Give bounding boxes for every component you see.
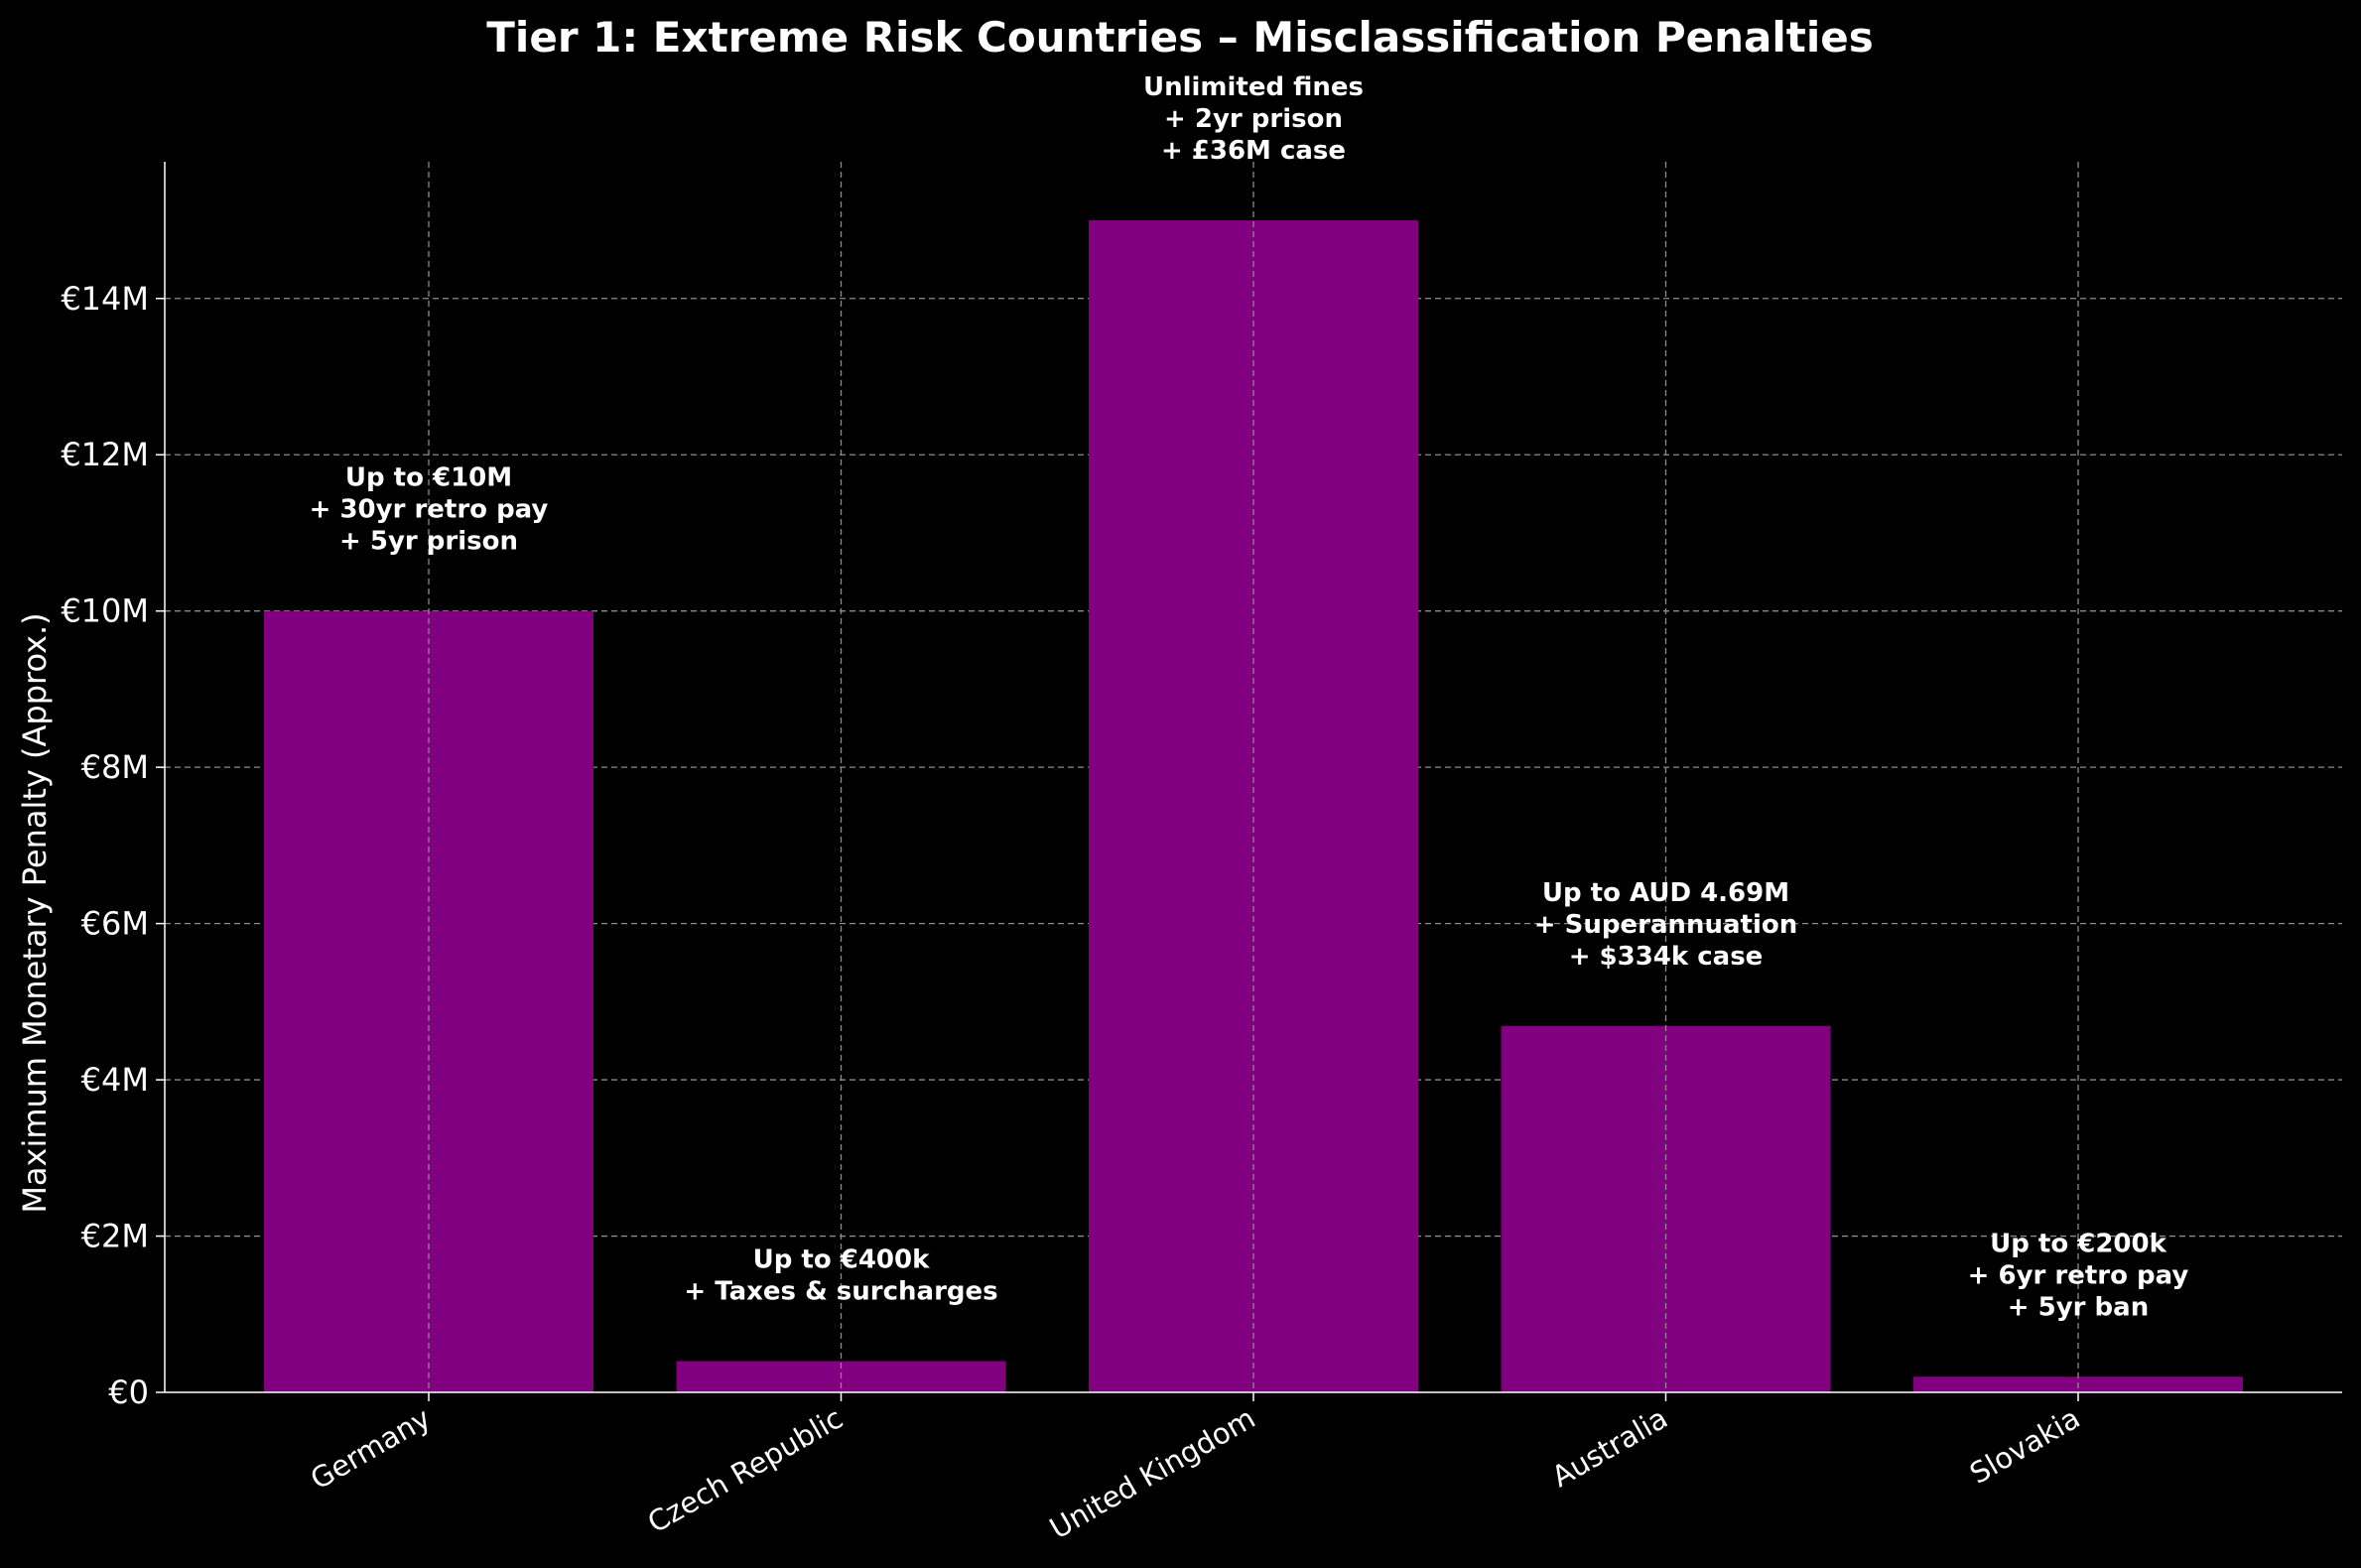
bar-annotation-line: Up to AUD 4.69M xyxy=(1542,878,1789,908)
bar-annotation-line: + $334k case xyxy=(1569,942,1764,972)
bar-annotation-line: Up to €400k xyxy=(753,1245,930,1275)
bar-annotation-line: + Taxes & surcharges xyxy=(684,1277,997,1307)
bar-annotation-line: + 5yr prison xyxy=(339,527,518,557)
y-tick-label: €6M xyxy=(81,905,149,943)
y-tick-label: €10M xyxy=(61,592,149,630)
bar-annotation-line: + £36M case xyxy=(1161,136,1346,166)
bar-annotation-line: + 30yr retro pay xyxy=(310,495,549,525)
y-tick-label: €8M xyxy=(81,748,149,786)
y-ticks: €0 €2M €4M €6M €8M €10M €12M €14M xyxy=(61,280,165,1411)
chart-title: Tier 1: Extreme Risk Countries – Misclas… xyxy=(486,13,1873,62)
x-grid-lines xyxy=(428,162,2079,1392)
y-tick-label: €12M xyxy=(61,436,149,473)
y-axis-label: Maximum Monetary Penalty (Approx.) xyxy=(16,612,54,1213)
bar-annotation-line: + Superannuation xyxy=(1534,910,1797,940)
bar-annotation-line: Unlimited fines xyxy=(1143,72,1364,102)
bar-annotation-line: + 6yr retro pay xyxy=(1968,1260,2189,1290)
bar-annotation-line: Up to €200k xyxy=(1990,1229,2166,1258)
bar-annotation-line: Up to €10M xyxy=(345,463,512,493)
bar-annotations: Up to €10M+ 30yr retro pay+ 5yr prison Up… xyxy=(310,72,2189,1322)
y-tick-label: €2M xyxy=(81,1218,149,1255)
y-tick-label: €4M xyxy=(81,1061,149,1099)
y-tick-label: €14M xyxy=(61,280,149,318)
bar-annotation-line: + 5yr ban xyxy=(2008,1292,2149,1322)
bar-annotation-line: + 2yr prison xyxy=(1164,104,1343,134)
y-tick-label: €0 xyxy=(108,1373,149,1411)
